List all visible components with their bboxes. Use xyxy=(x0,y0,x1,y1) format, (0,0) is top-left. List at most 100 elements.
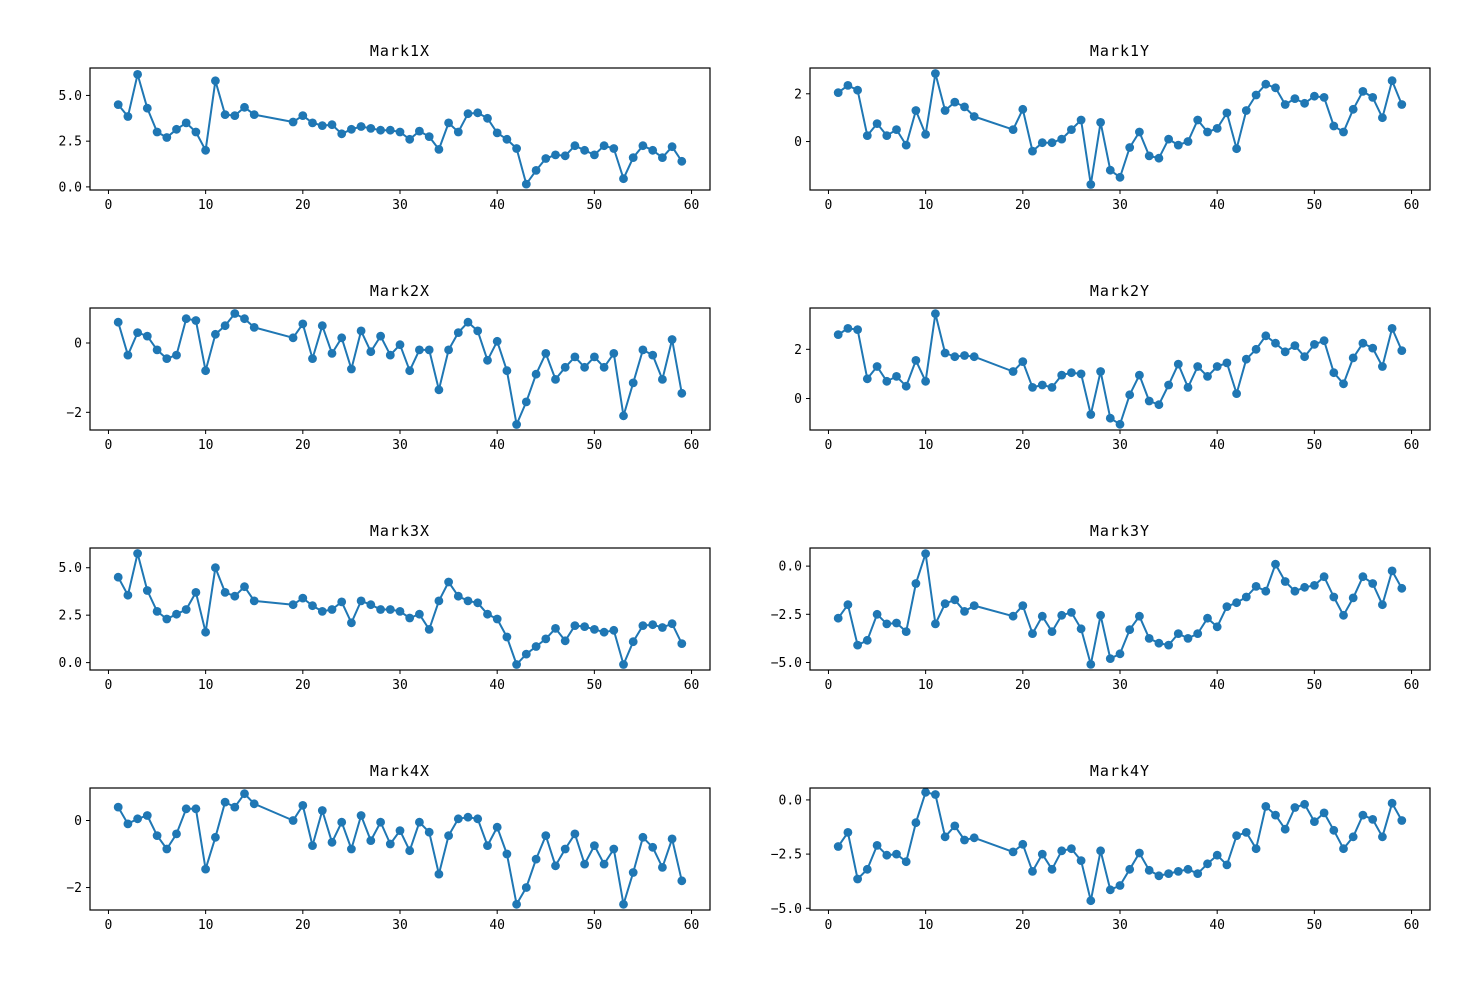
data-point-marker xyxy=(1290,94,1300,103)
data-point-marker xyxy=(882,376,892,386)
data-point-marker xyxy=(911,818,921,828)
data-point-marker xyxy=(172,124,181,134)
y-tick-label: 2.5 xyxy=(59,135,82,150)
data-point-marker xyxy=(531,369,541,379)
data-point-marker xyxy=(463,317,473,327)
data-point-marker xyxy=(395,340,405,350)
x-tick-label: 40 xyxy=(489,918,505,933)
x-tick-label: 50 xyxy=(1307,918,1323,933)
data-point-marker xyxy=(249,323,259,332)
data-point-marker xyxy=(560,844,570,854)
x-tick-label: 0 xyxy=(105,918,113,933)
data-point-marker xyxy=(201,145,211,155)
data-point-marker xyxy=(152,345,162,355)
data-point-marker xyxy=(1076,369,1086,379)
data-point-marker xyxy=(133,549,142,558)
chart-mark4y: Mark4Y 0 10 20 30 40 50 60 −5.0 −2.5 0.0 xyxy=(740,754,1440,950)
data-point-marker xyxy=(853,325,862,334)
data-point-marker xyxy=(288,117,298,127)
x-tick-label: 10 xyxy=(198,198,214,213)
data-point-marker xyxy=(1251,582,1261,591)
data-point-marker xyxy=(463,812,473,822)
data-point-marker xyxy=(1057,134,1067,144)
data-point-marker xyxy=(1387,324,1397,333)
data-point-marker xyxy=(590,841,599,850)
data-point-marker xyxy=(1378,113,1387,123)
data-point-marker xyxy=(843,600,853,610)
data-point-marker xyxy=(1193,362,1203,371)
data-point-marker xyxy=(123,819,133,829)
data-point-marker xyxy=(366,836,376,845)
data-point-marker xyxy=(1028,867,1037,876)
data-point-marker xyxy=(969,833,979,843)
y-tick-label: 5.0 xyxy=(59,561,82,576)
data-point-marker xyxy=(619,660,628,669)
data-point-marker xyxy=(833,330,843,339)
data-point-marker xyxy=(434,596,444,606)
data-point-marker xyxy=(1348,104,1358,114)
data-point-marker xyxy=(1037,138,1047,148)
data-point-marker xyxy=(843,324,853,333)
data-point-marker xyxy=(1290,341,1300,350)
data-point-marker xyxy=(240,102,249,112)
data-point-marker xyxy=(677,876,687,886)
data-point-marker xyxy=(1135,848,1144,858)
data-point-marker xyxy=(405,846,415,856)
data-point-marker xyxy=(473,598,483,608)
data-point-marker xyxy=(133,328,142,337)
data-point-marker xyxy=(1135,370,1144,380)
data-point-marker xyxy=(541,831,551,840)
data-point-marker xyxy=(1115,649,1125,659)
data-point-marker xyxy=(648,145,658,155)
data-point-marker xyxy=(415,126,424,136)
data-point-marker xyxy=(1271,810,1280,820)
data-point-marker xyxy=(1212,850,1222,860)
data-point-marker xyxy=(288,333,298,343)
data-point-marker xyxy=(492,128,502,138)
data-point-marker xyxy=(1193,115,1203,125)
data-point-marker xyxy=(521,179,531,189)
data-point-marker xyxy=(921,130,930,139)
data-point-marker xyxy=(415,817,424,827)
x-tick-label: 10 xyxy=(918,918,934,933)
chart-mark2x: Mark2X 0 10 20 30 40 50 60 −2 0 xyxy=(20,274,720,470)
data-point-marker xyxy=(415,345,424,355)
data-point-marker xyxy=(298,319,308,329)
x-tick-label: 30 xyxy=(392,438,408,453)
data-point-marker xyxy=(1368,579,1378,588)
data-point-marker xyxy=(570,141,580,151)
chart-title: Mark1X xyxy=(369,42,431,60)
data-point-marker xyxy=(424,345,434,355)
data-point-marker xyxy=(113,572,123,582)
data-point-marker xyxy=(1261,331,1271,341)
data-point-marker xyxy=(1222,602,1232,611)
data-point-marker xyxy=(1280,100,1290,109)
data-point-marker xyxy=(1310,817,1319,826)
data-point-marker xyxy=(492,614,502,624)
data-point-marker xyxy=(541,349,551,358)
data-point-marker xyxy=(1300,352,1309,362)
data-point-marker xyxy=(1183,137,1193,146)
data-point-marker xyxy=(1397,346,1407,355)
data-point-marker xyxy=(473,108,483,118)
data-point-marker xyxy=(1096,118,1105,127)
data-point-marker xyxy=(609,349,619,358)
data-point-marker xyxy=(931,309,940,319)
data-point-marker xyxy=(1008,367,1018,376)
y-tick-label: −2.5 xyxy=(771,848,802,863)
data-point-marker xyxy=(356,596,366,606)
data-point-marker xyxy=(142,103,152,113)
x-tick-label: 60 xyxy=(1404,198,1420,213)
data-point-marker xyxy=(172,350,181,360)
chart-title: Mark3Y xyxy=(1089,522,1151,540)
data-point-marker xyxy=(453,328,463,337)
data-series xyxy=(833,69,1407,189)
data-point-marker xyxy=(230,802,240,812)
data-series xyxy=(833,788,1407,906)
data-point-marker xyxy=(1096,610,1105,620)
data-point-marker xyxy=(1144,634,1154,643)
data-point-marker xyxy=(1047,383,1057,392)
data-point-marker xyxy=(502,849,512,859)
data-point-marker xyxy=(220,110,230,119)
data-point-marker xyxy=(395,826,405,835)
